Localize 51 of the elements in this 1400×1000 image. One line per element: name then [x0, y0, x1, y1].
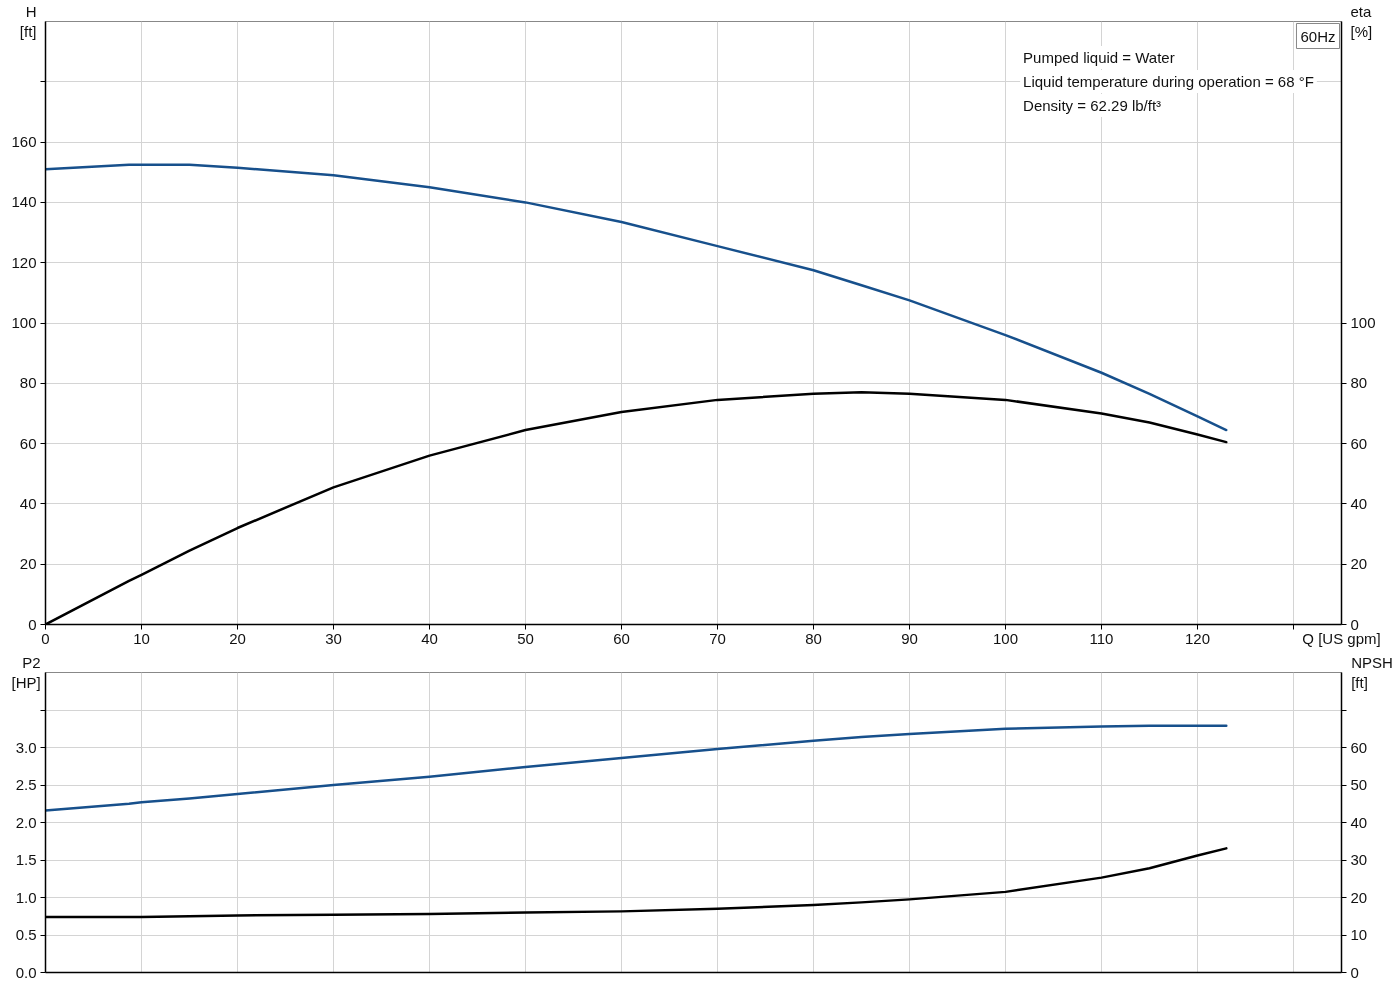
- x-tick-label: 90: [901, 629, 918, 647]
- x-tick-label: 0: [41, 629, 50, 647]
- y-tick-label: 1.5: [15, 851, 37, 868]
- y2-tick-label: 20: [1350, 888, 1368, 906]
- x-tick-label: 80: [805, 629, 822, 647]
- y2-tick-label: 60: [1350, 738, 1368, 756]
- x-tick-label: 50: [517, 629, 534, 647]
- x-tick-label: 100: [992, 629, 1019, 647]
- y2-tick-label: 10: [1350, 926, 1368, 943]
- y-tick-label: 80: [19, 374, 37, 392]
- y-tick-label: 2.5: [15, 776, 37, 793]
- y2-tick-label: 0: [1350, 963, 1359, 981]
- y-tick-label: 160: [11, 133, 37, 151]
- x-tick-label: 40: [421, 629, 438, 647]
- y-axis-title: H [ft]: [19, 2, 37, 41]
- y-tick-label: 140: [11, 193, 37, 211]
- y-tick-label: 3.0: [15, 738, 37, 756]
- x-tick-label: 10: [133, 629, 150, 647]
- annotation: Liquid temperature during operation = 68 °F: [1023, 73, 1314, 90]
- y-tick-label: 0.5: [15, 926, 37, 943]
- x-tick-label: 110: [1089, 629, 1114, 647]
- y-tick-label: 100: [11, 314, 37, 331]
- y2-tick-label: 60: [1350, 434, 1368, 452]
- y-tick-label: 0: [28, 615, 37, 633]
- y-tick-label: 0.0: [15, 963, 37, 981]
- y2-tick-label: 80: [1350, 374, 1368, 392]
- x-tick-label: 30: [325, 629, 342, 647]
- line-series: [45, 724, 1228, 812]
- y-tick-label: 40: [19, 494, 37, 512]
- y-axis-title: P2 [HP]: [11, 653, 41, 692]
- y2-tick-label: 40: [1350, 494, 1368, 512]
- y2-axis-title: eta [%]: [1350, 2, 1373, 41]
- annotation: Pumped liquid = Water: [1023, 49, 1175, 66]
- x-tick-label: 20: [229, 629, 246, 647]
- chart-title: 60Hz: [1300, 27, 1336, 45]
- y-tick-label: 60: [19, 434, 37, 452]
- y2-tick-label: 20: [1350, 555, 1368, 573]
- y2-tick-label: 100: [1350, 314, 1376, 331]
- y-tick-label: 1.0: [15, 888, 37, 906]
- y2-tick-label: 30: [1350, 851, 1368, 868]
- y-tick-label: 2.0: [15, 813, 37, 831]
- line-series: [45, 163, 1228, 432]
- y2-tick-label: 40: [1350, 813, 1368, 831]
- x-tick-label: 60: [613, 629, 630, 647]
- x-tick-label: 70: [709, 629, 726, 647]
- y-tick-label: 120: [11, 253, 37, 271]
- annotation: Density = 62.29 lb/ft³: [1023, 97, 1162, 114]
- x-tick-label: 120: [1184, 629, 1211, 647]
- y-tick-label: 20: [19, 555, 37, 573]
- y2-axis-title: NPSH [ft]: [1351, 653, 1393, 692]
- y2-tick-label: 50: [1350, 776, 1368, 793]
